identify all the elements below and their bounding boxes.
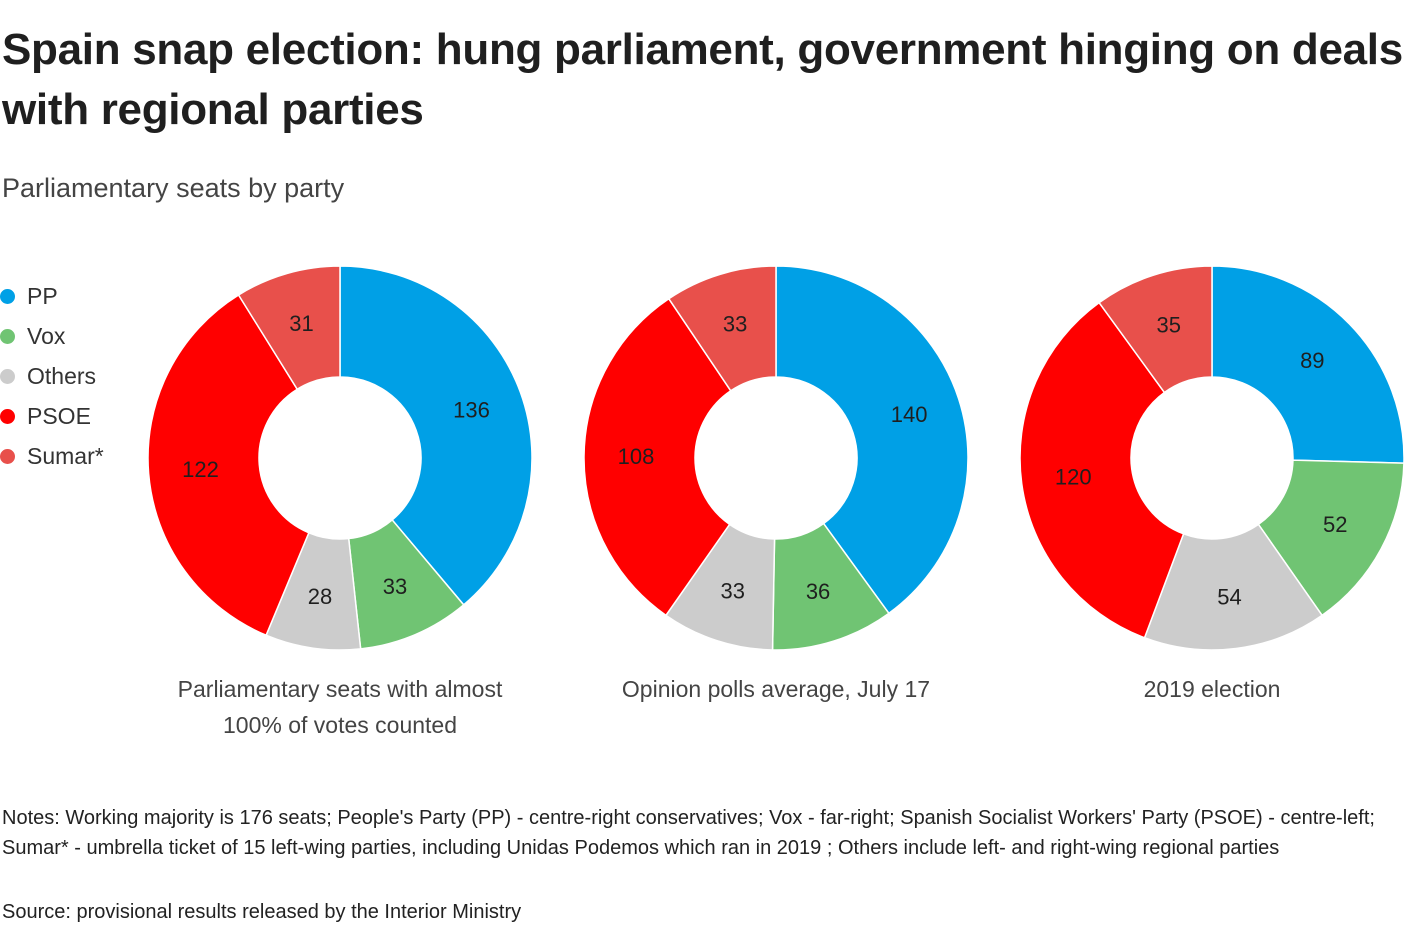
slice-sumar [1098, 265, 1213, 394]
chart-source: Source: provisional results released by … [2, 901, 522, 923]
donut-chart-2019: 89 52 54 120 35 2019 election [1019, 265, 1405, 702]
legend-swatch-sumar [0, 448, 15, 464]
legend-label-others: Others [27, 362, 97, 389]
legend-label-vox: Vox [27, 322, 66, 349]
slice-label-pp: 89 [1300, 348, 1324, 373]
slice-label-psoe: 120 [1055, 464, 1092, 489]
chart-title: Spain snap election: hung parliament, go… [2, 25, 1403, 134]
slice-label-others: 28 [308, 584, 332, 609]
legend-swatch-others [0, 368, 15, 384]
slice-psoe [1019, 301, 1185, 639]
slice-psoe [147, 293, 310, 637]
legend-label-sumar: Sumar* [27, 442, 104, 469]
slice-label-psoe: 122 [182, 457, 219, 482]
legend: PP Vox Others PSOE Sumar* [0, 276, 104, 476]
chart-subtitle: Parliamentary seats by party [2, 173, 345, 203]
slice-psoe [583, 297, 732, 617]
legend-item-psoe: PSOE [0, 396, 104, 436]
slice-pp [339, 265, 533, 606]
legend-swatch-vox [0, 328, 15, 344]
legend-label-pp: PP [27, 282, 58, 309]
slice-label-pp: 140 [891, 402, 928, 427]
slice-label-sumar: 31 [289, 311, 313, 336]
donut-charts: 136 33 28 122 31 Parliamentary seats with alm… [147, 265, 1405, 738]
legend-item-pp: PP [0, 276, 104, 316]
slice-vox [1257, 459, 1405, 617]
slice-label-others: 54 [1217, 584, 1241, 609]
chart-caption: Opinion polls average, July 17 [622, 676, 930, 702]
slice-label-vox: 33 [383, 574, 407, 599]
slice-label-others: 33 [720, 579, 744, 604]
donut-chart-current: 136 33 28 122 31 Parliamentary seats with alm… [147, 265, 533, 738]
legend-item-others: Others [0, 356, 104, 396]
chart-notes: Notes: Working majority is 176 seats; Pe… [2, 807, 1375, 859]
legend-item-sumar: Sumar* [0, 436, 104, 476]
slice-label-psoe: 108 [618, 444, 655, 469]
slice-pp [775, 265, 969, 615]
legend-item-vox: Vox [0, 316, 104, 356]
chart-caption: 2019 election [1144, 676, 1281, 702]
slice-sumar [667, 265, 777, 392]
slice-label-vox: 36 [806, 579, 830, 604]
chart-caption: 100% of votes counted [223, 712, 457, 738]
legend-swatch-psoe [0, 408, 15, 424]
slice-others [1143, 523, 1324, 651]
slice-label-vox: 52 [1323, 512, 1347, 537]
slice-pp [1211, 265, 1405, 464]
legend-swatch-pp [0, 288, 15, 304]
slice-label-sumar: 35 [1156, 312, 1180, 337]
slice-label-pp: 136 [453, 397, 490, 422]
chart-caption: Parliamentary seats with almost [178, 676, 503, 702]
donut-chart-polls: 140 36 33 108 33 Opinion polls average, July … [583, 265, 969, 702]
slice-label-sumar: 33 [723, 312, 747, 337]
slice-sumar [237, 265, 341, 391]
legend-label-psoe: PSOE [27, 402, 91, 429]
